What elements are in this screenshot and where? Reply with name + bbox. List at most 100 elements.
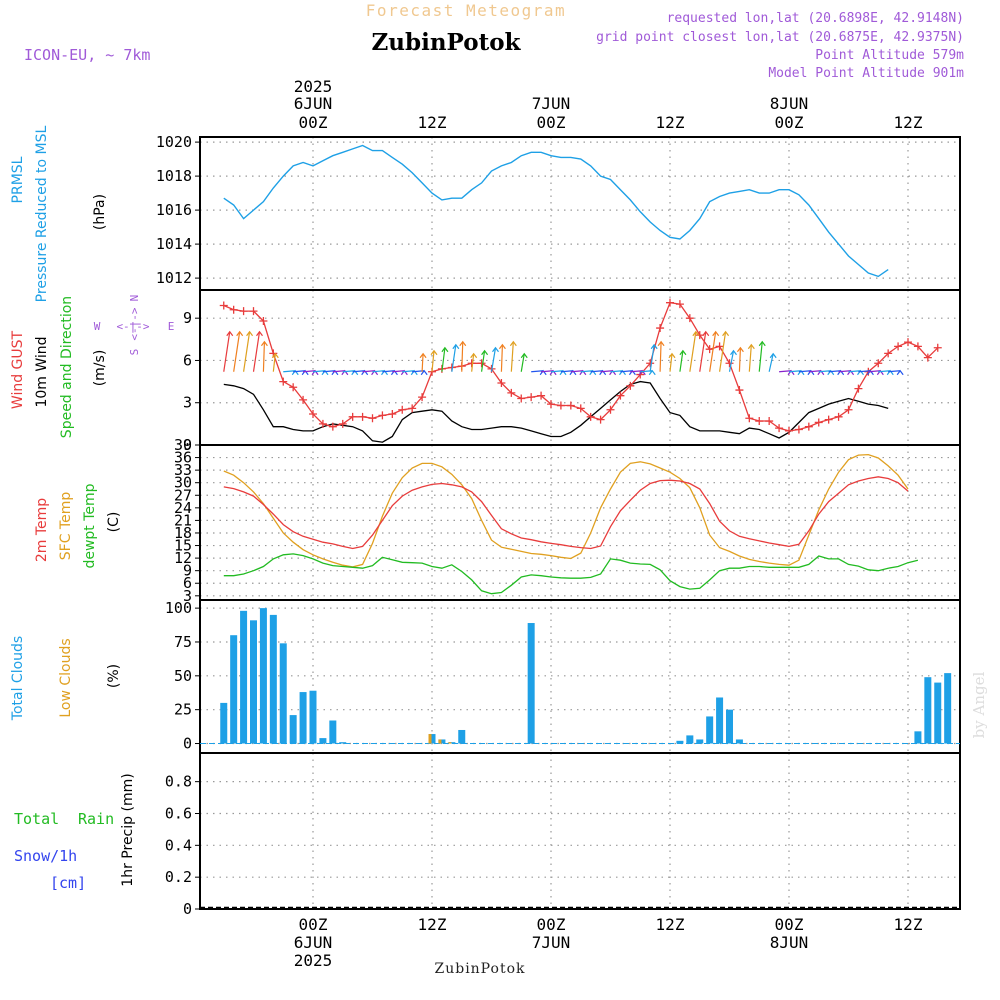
- t2m-line: [223, 476, 909, 550]
- gust-marker: [507, 388, 516, 397]
- gust-marker: [616, 391, 625, 400]
- clouds-label-total: Total Clouds: [10, 636, 26, 721]
- gust-marker: [408, 404, 417, 413]
- wind-arrow: [808, 370, 821, 373]
- plot-area: 1012101410161018102003693691215182124273…: [156, 133, 961, 918]
- wind-arrow-head: [619, 369, 626, 376]
- gust-marker: [765, 417, 774, 426]
- wind-arrow-head: [390, 369, 398, 376]
- wind-arrow-head: [236, 330, 244, 337]
- total-cloud-bar: [696, 739, 704, 744]
- wind-arrow: [758, 341, 763, 372]
- compass-east: E: [168, 320, 175, 333]
- wind-arrow-head: [520, 352, 528, 359]
- wind-arrow-head: [381, 369, 388, 376]
- wind-arrow: [480, 350, 486, 372]
- wind-arrow-head: [758, 340, 766, 347]
- ytick-label: 25: [174, 701, 192, 719]
- gust-marker: [368, 414, 377, 423]
- wind-arrow: [392, 370, 405, 373]
- ytick-label: 39: [174, 436, 192, 454]
- temp-label-dewpt: dewpt Temp: [82, 483, 98, 568]
- wind-arrow: [252, 331, 261, 372]
- gust-marker: [844, 405, 853, 414]
- panel-frame: [199, 136, 961, 291]
- wind-arrow-head: [650, 343, 658, 350]
- wind-arrow-head: [668, 352, 676, 359]
- ytick-label: 0.4: [165, 836, 192, 854]
- total-cloud-bar: [240, 610, 248, 744]
- ytick-label: 50: [174, 667, 192, 685]
- gust-marker: [249, 307, 258, 316]
- wind-arrow: [352, 370, 365, 373]
- wind-arrow-head: [857, 369, 864, 376]
- model-label: ICON-EU, ~ 7km: [24, 46, 150, 64]
- wind-arrow-head: [301, 369, 309, 376]
- wind-arrow-head: [769, 352, 777, 359]
- top-date-2: 7JUN: [532, 94, 571, 113]
- wind-arrow: [382, 370, 395, 373]
- gust-marker: [745, 414, 754, 423]
- ytick-label: 1014: [156, 235, 192, 253]
- gust-marker: [656, 324, 665, 333]
- wind-arrow-head: [797, 369, 805, 376]
- wind-arrow-head: [441, 346, 449, 353]
- wind-arrow: [600, 370, 613, 373]
- wind-arrow-head: [589, 369, 597, 376]
- gust-marker: [259, 317, 268, 325]
- total-cloud-bar: [458, 729, 466, 744]
- total-cloud-bar: [319, 738, 327, 744]
- wind-arrow-head: [648, 369, 656, 376]
- gust-marker: [626, 381, 635, 390]
- compass-arrows: <-|->: [116, 320, 149, 333]
- ytick-label: 36: [174, 449, 192, 467]
- gust-marker: [884, 349, 893, 358]
- gust-marker: [527, 393, 536, 402]
- wind-arrow-head: [419, 352, 427, 359]
- ytick-label: 1020: [156, 133, 192, 151]
- wind-arrow: [471, 353, 475, 372]
- bottom-tick-3: 00Z: [537, 915, 566, 934]
- wind-arrow: [283, 370, 296, 373]
- footer-location: ZubinPotok: [434, 961, 525, 977]
- ytick-label: 1016: [156, 201, 192, 219]
- wind-arrow: [312, 370, 326, 373]
- wind-arrow: [728, 350, 735, 372]
- gust-marker: [636, 370, 645, 379]
- temp-unit: (C): [106, 512, 122, 533]
- total-cloud-bar: [329, 720, 337, 744]
- wind-label-dir: Speed and Direction: [59, 296, 75, 438]
- wind-arrow: [402, 370, 415, 373]
- gust-marker: [556, 401, 565, 410]
- wind-arrow: [541, 370, 554, 373]
- panel-1: 1012 1014 1016 1018 1020: [156, 133, 961, 291]
- wind-arrow: [649, 344, 655, 372]
- ytick-label: 9: [183, 562, 192, 580]
- ytick-label: 1018: [156, 167, 192, 185]
- gust-marker: [874, 359, 883, 368]
- closest-lonlat: grid point closest lon,lat (20.6875E, 42…: [596, 30, 964, 45]
- gust-marker: [566, 401, 575, 410]
- wind-arrow-head: [246, 330, 254, 337]
- wind-arrow: [580, 370, 593, 373]
- wind-arrow-head: [599, 369, 607, 376]
- wind-arrow: [858, 370, 871, 373]
- wind-arrow: [788, 370, 802, 373]
- ytick-label: 75: [174, 633, 192, 651]
- wind-label-gust: Wind GUST: [10, 330, 26, 409]
- total-cloud-bar: [438, 739, 446, 744]
- gust-marker: [358, 412, 367, 421]
- ytick-label: 0.2: [165, 868, 192, 886]
- sfc-temp-line: [223, 453, 909, 568]
- gust-marker: [219, 301, 228, 310]
- wind-arrow: [679, 350, 684, 372]
- wind-arrow-head: [559, 369, 567, 376]
- point-altitude: Point Altitude 579m: [815, 48, 964, 63]
- wind-arrow: [490, 347, 497, 372]
- low-cloud-bar: [428, 734, 432, 744]
- ytick-label: 3: [183, 587, 192, 605]
- wind-arrow-head: [420, 369, 428, 376]
- top-tick-5: 00Z: [775, 113, 804, 132]
- gust-marker: [318, 419, 327, 428]
